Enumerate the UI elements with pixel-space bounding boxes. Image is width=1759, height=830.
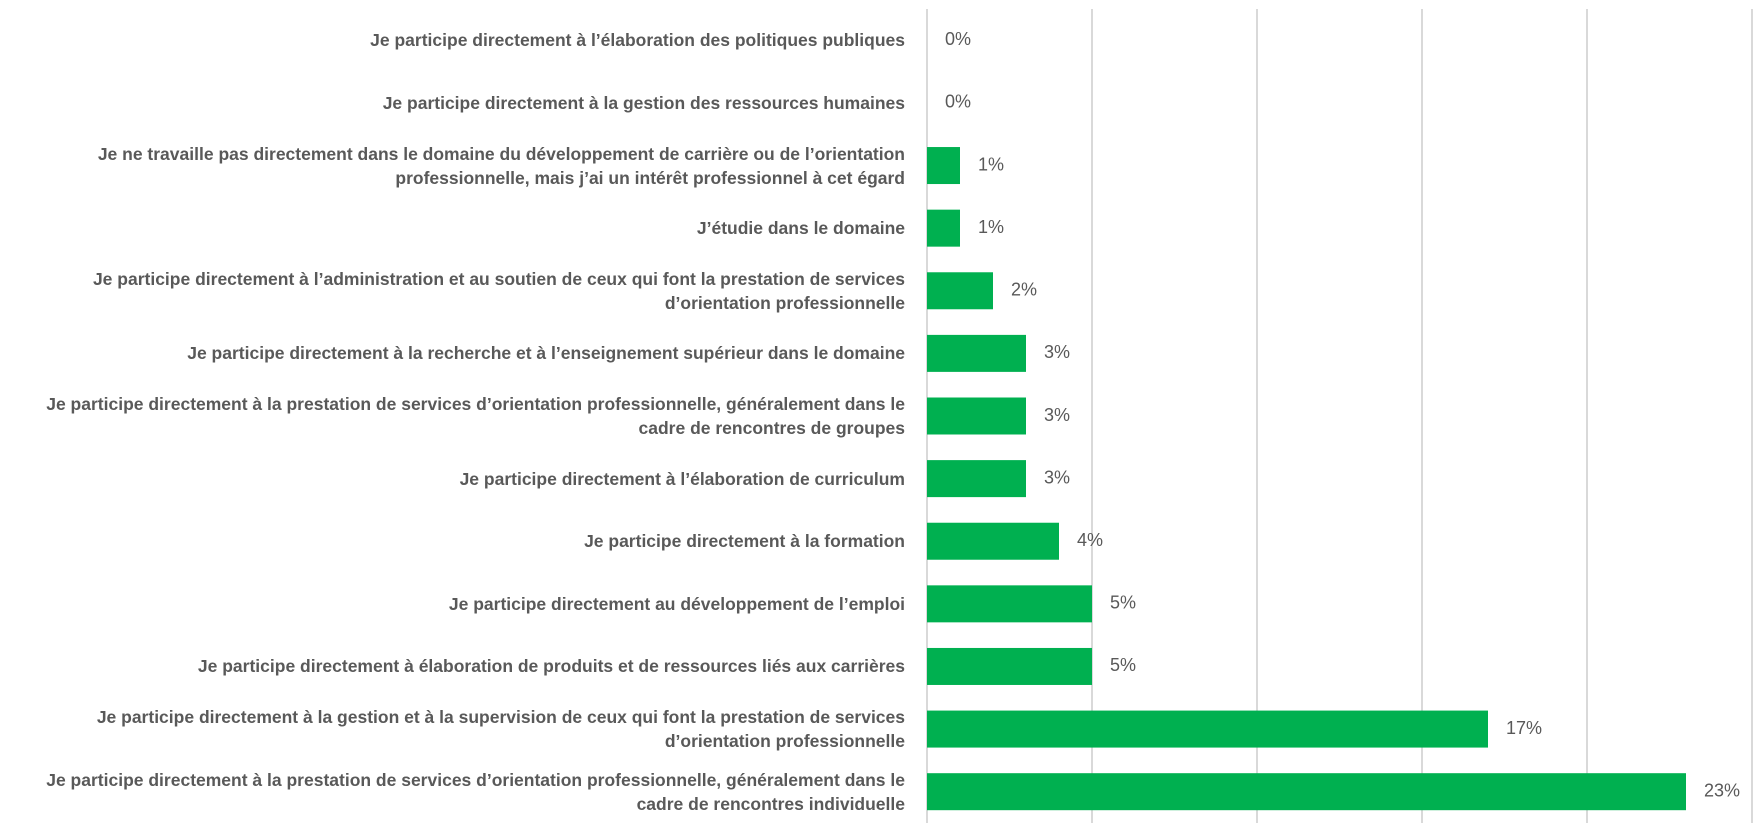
bar bbox=[927, 334, 1026, 372]
category-label: Je participe directement à la gestion et… bbox=[96, 707, 905, 752]
bar bbox=[927, 585, 1092, 623]
value-label: 3% bbox=[1044, 342, 1070, 362]
bar bbox=[927, 147, 960, 185]
value-label: 1% bbox=[978, 217, 1004, 237]
bar bbox=[927, 460, 1026, 498]
value-label: 5% bbox=[1110, 655, 1136, 675]
value-label: 17% bbox=[1506, 718, 1542, 738]
value-label: 23% bbox=[1704, 780, 1740, 800]
value-label: 0% bbox=[945, 29, 971, 49]
bar bbox=[927, 710, 1488, 748]
category-label: Je participe directement à l’administrat… bbox=[92, 268, 905, 313]
category-label: Je participe directement au développemen… bbox=[448, 593, 905, 614]
category-label: Je participe directement à l’élaboration… bbox=[370, 30, 905, 51]
bar bbox=[927, 647, 1092, 685]
value-label: 1% bbox=[978, 154, 1004, 174]
category-label: J’étudie dans le domaine bbox=[696, 218, 905, 239]
bar bbox=[927, 773, 1686, 811]
category-label: Je ne travaille pas directement dans le … bbox=[97, 143, 905, 188]
value-label: 5% bbox=[1110, 593, 1136, 613]
bar bbox=[927, 209, 960, 247]
category-label: Je participe directement à la recherche … bbox=[187, 343, 905, 364]
bar bbox=[927, 272, 993, 310]
bar bbox=[927, 397, 1026, 435]
value-label: 0% bbox=[945, 92, 971, 112]
value-label: 3% bbox=[1044, 405, 1070, 425]
value-label: 3% bbox=[1044, 467, 1070, 487]
category-label: Je participe directement à élaboration d… bbox=[197, 656, 905, 677]
category-label: Je participe directement à l’élaboration… bbox=[459, 468, 905, 489]
category-label: Je participe directement à la prestation… bbox=[46, 769, 905, 814]
category-label: Je participe directement à la formation bbox=[584, 531, 905, 552]
category-label: Je participe directement à la prestation… bbox=[46, 394, 905, 438]
value-label: 2% bbox=[1011, 280, 1037, 300]
category-label: Je participe directement à la gestion de… bbox=[382, 92, 905, 113]
value-label: 4% bbox=[1077, 530, 1103, 550]
bar bbox=[927, 522, 1059, 560]
